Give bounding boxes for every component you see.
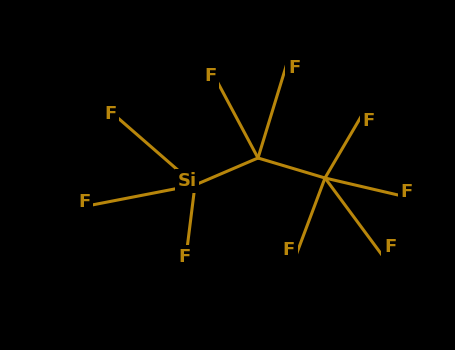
Text: F: F: [179, 248, 191, 266]
Text: F: F: [384, 238, 396, 256]
Text: F: F: [363, 112, 375, 130]
Text: Si: Si: [177, 172, 197, 190]
Text: F: F: [283, 241, 295, 259]
Text: F: F: [78, 193, 90, 211]
Text: F: F: [104, 105, 116, 123]
Text: F: F: [288, 59, 300, 77]
Text: F: F: [204, 67, 216, 85]
Text: F: F: [401, 183, 413, 201]
